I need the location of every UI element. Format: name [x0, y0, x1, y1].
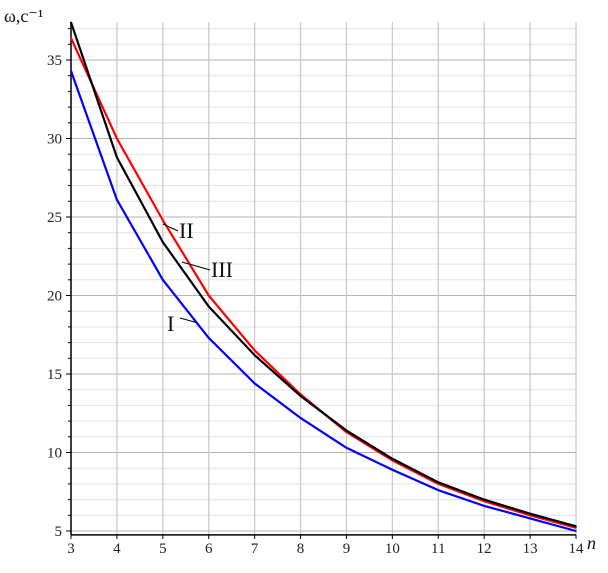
data-point-II [207, 294, 210, 297]
y-tick-label: 25 [47, 210, 62, 226]
data-point-III [437, 481, 440, 484]
data-point-I [529, 517, 531, 520]
annotation-III: III [211, 257, 233, 282]
x-tick-label: 4 [113, 541, 121, 557]
series-group [69, 21, 577, 533]
data-point-III [483, 498, 485, 501]
annotation-II: II [179, 218, 194, 243]
data-point-III [299, 395, 302, 397]
x-axis-label: n [587, 533, 596, 553]
series-line-I [69, 70, 577, 533]
y-tick-label: 30 [47, 132, 62, 148]
tick-labels: 3 4 5 6 7 8 9 10 11 12 13 14 5 10 15 20 25 30 35 [47, 53, 584, 557]
x-tick-label: 10 [385, 541, 400, 557]
y-tick-label: 5 [55, 524, 63, 540]
y-tick-label: 35 [47, 53, 62, 69]
data-point-I [207, 337, 210, 339]
data-point-III [345, 429, 348, 432]
x-tick-label: 8 [297, 541, 305, 557]
data-point-I [483, 505, 485, 507]
x-tick-label: 11 [431, 541, 445, 557]
data-point-II [253, 349, 256, 352]
y-tick-label: 10 [47, 446, 62, 462]
data-point-I [70, 70, 72, 72]
annotations: II III I [162, 218, 233, 336]
y-axis-label: ω,c⁻¹ [4, 6, 43, 26]
series-line-III [69, 21, 577, 528]
data-point-III [207, 305, 210, 308]
data-point-I [391, 468, 394, 471]
data-point-I [162, 279, 164, 281]
data-point-III [529, 512, 531, 515]
data-point-I [345, 446, 348, 449]
data-point-I [299, 417, 302, 419]
data-point-III [162, 241, 164, 243]
y-tick-label: 15 [47, 367, 62, 383]
annotation-I: I [167, 311, 174, 336]
x-tick-label: 14 [569, 541, 585, 557]
data-point-I [437, 489, 440, 491]
data-point-II [116, 137, 118, 140]
x-tick-label: 5 [159, 541, 167, 557]
x-tick-label: 6 [205, 541, 213, 557]
x-tick-label: 12 [477, 541, 492, 557]
data-point-I [575, 530, 577, 532]
x-tick-label: 3 [67, 541, 75, 557]
data-point-III [70, 21, 72, 24]
data-point-III [116, 156, 118, 159]
x-tick-label: 9 [343, 541, 351, 557]
data-point-II [575, 527, 577, 529]
data-point-III [391, 457, 394, 460]
grid [70, 22, 577, 535]
axes [66, 22, 577, 539]
data-point-I [253, 382, 256, 385]
data-point-III [575, 525, 577, 528]
series-line-II [69, 37, 577, 529]
data-point-I [116, 198, 118, 201]
y-tick-label: 20 [47, 289, 62, 305]
x-tick-label: 13 [523, 541, 538, 557]
data-point-II [70, 37, 72, 39]
x-tick-label: 7 [251, 541, 259, 557]
data-point-II [162, 219, 164, 221]
data-point-III [253, 354, 256, 356]
